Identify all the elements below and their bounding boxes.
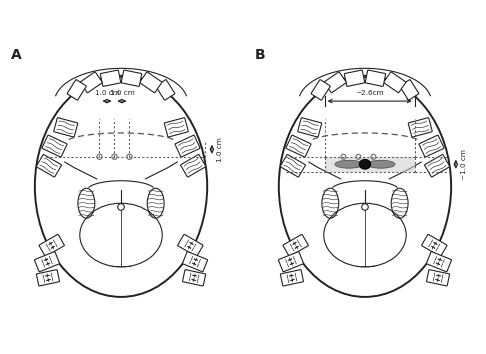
FancyBboxPatch shape (54, 118, 78, 137)
FancyBboxPatch shape (178, 234, 203, 256)
FancyBboxPatch shape (280, 155, 305, 177)
FancyBboxPatch shape (427, 270, 450, 286)
FancyBboxPatch shape (183, 252, 208, 272)
Ellipse shape (118, 204, 124, 210)
FancyBboxPatch shape (181, 155, 206, 177)
FancyBboxPatch shape (298, 118, 322, 137)
FancyBboxPatch shape (400, 80, 419, 100)
FancyBboxPatch shape (286, 135, 311, 157)
FancyBboxPatch shape (419, 135, 444, 157)
FancyBboxPatch shape (425, 155, 450, 177)
FancyBboxPatch shape (39, 234, 64, 256)
FancyBboxPatch shape (183, 270, 206, 286)
FancyBboxPatch shape (36, 155, 61, 177)
Ellipse shape (362, 204, 368, 210)
Text: 1.0 cm: 1.0 cm (109, 90, 134, 96)
FancyBboxPatch shape (427, 252, 451, 272)
Ellipse shape (324, 203, 406, 267)
Ellipse shape (280, 78, 450, 295)
FancyBboxPatch shape (156, 80, 175, 100)
Ellipse shape (80, 203, 162, 267)
FancyBboxPatch shape (80, 72, 102, 93)
Ellipse shape (335, 160, 363, 168)
FancyBboxPatch shape (42, 135, 67, 157)
Ellipse shape (36, 78, 206, 295)
FancyBboxPatch shape (122, 70, 142, 86)
Ellipse shape (367, 160, 395, 168)
FancyBboxPatch shape (280, 270, 303, 286)
FancyBboxPatch shape (67, 80, 86, 100)
FancyBboxPatch shape (283, 234, 308, 256)
FancyBboxPatch shape (164, 118, 188, 137)
Text: B: B (255, 48, 265, 62)
FancyBboxPatch shape (36, 270, 59, 286)
FancyBboxPatch shape (101, 70, 121, 86)
FancyBboxPatch shape (365, 70, 385, 86)
FancyBboxPatch shape (408, 118, 432, 137)
FancyBboxPatch shape (344, 70, 364, 86)
FancyBboxPatch shape (140, 72, 162, 93)
FancyBboxPatch shape (278, 252, 303, 272)
Text: ~1.0 cm: ~1.0 cm (461, 149, 467, 180)
FancyBboxPatch shape (311, 80, 330, 100)
FancyBboxPatch shape (324, 72, 346, 93)
Text: 1.0 cm: 1.0 cm (217, 137, 223, 162)
Text: A: A (11, 48, 21, 62)
Text: 1.0 cm: 1.0 cm (95, 90, 120, 96)
FancyBboxPatch shape (175, 135, 200, 157)
FancyBboxPatch shape (422, 234, 447, 256)
FancyBboxPatch shape (35, 252, 59, 272)
FancyBboxPatch shape (384, 72, 406, 93)
Text: ~2.6cm: ~2.6cm (355, 90, 384, 96)
Ellipse shape (359, 159, 371, 169)
Bar (325, 157, 415, 172)
